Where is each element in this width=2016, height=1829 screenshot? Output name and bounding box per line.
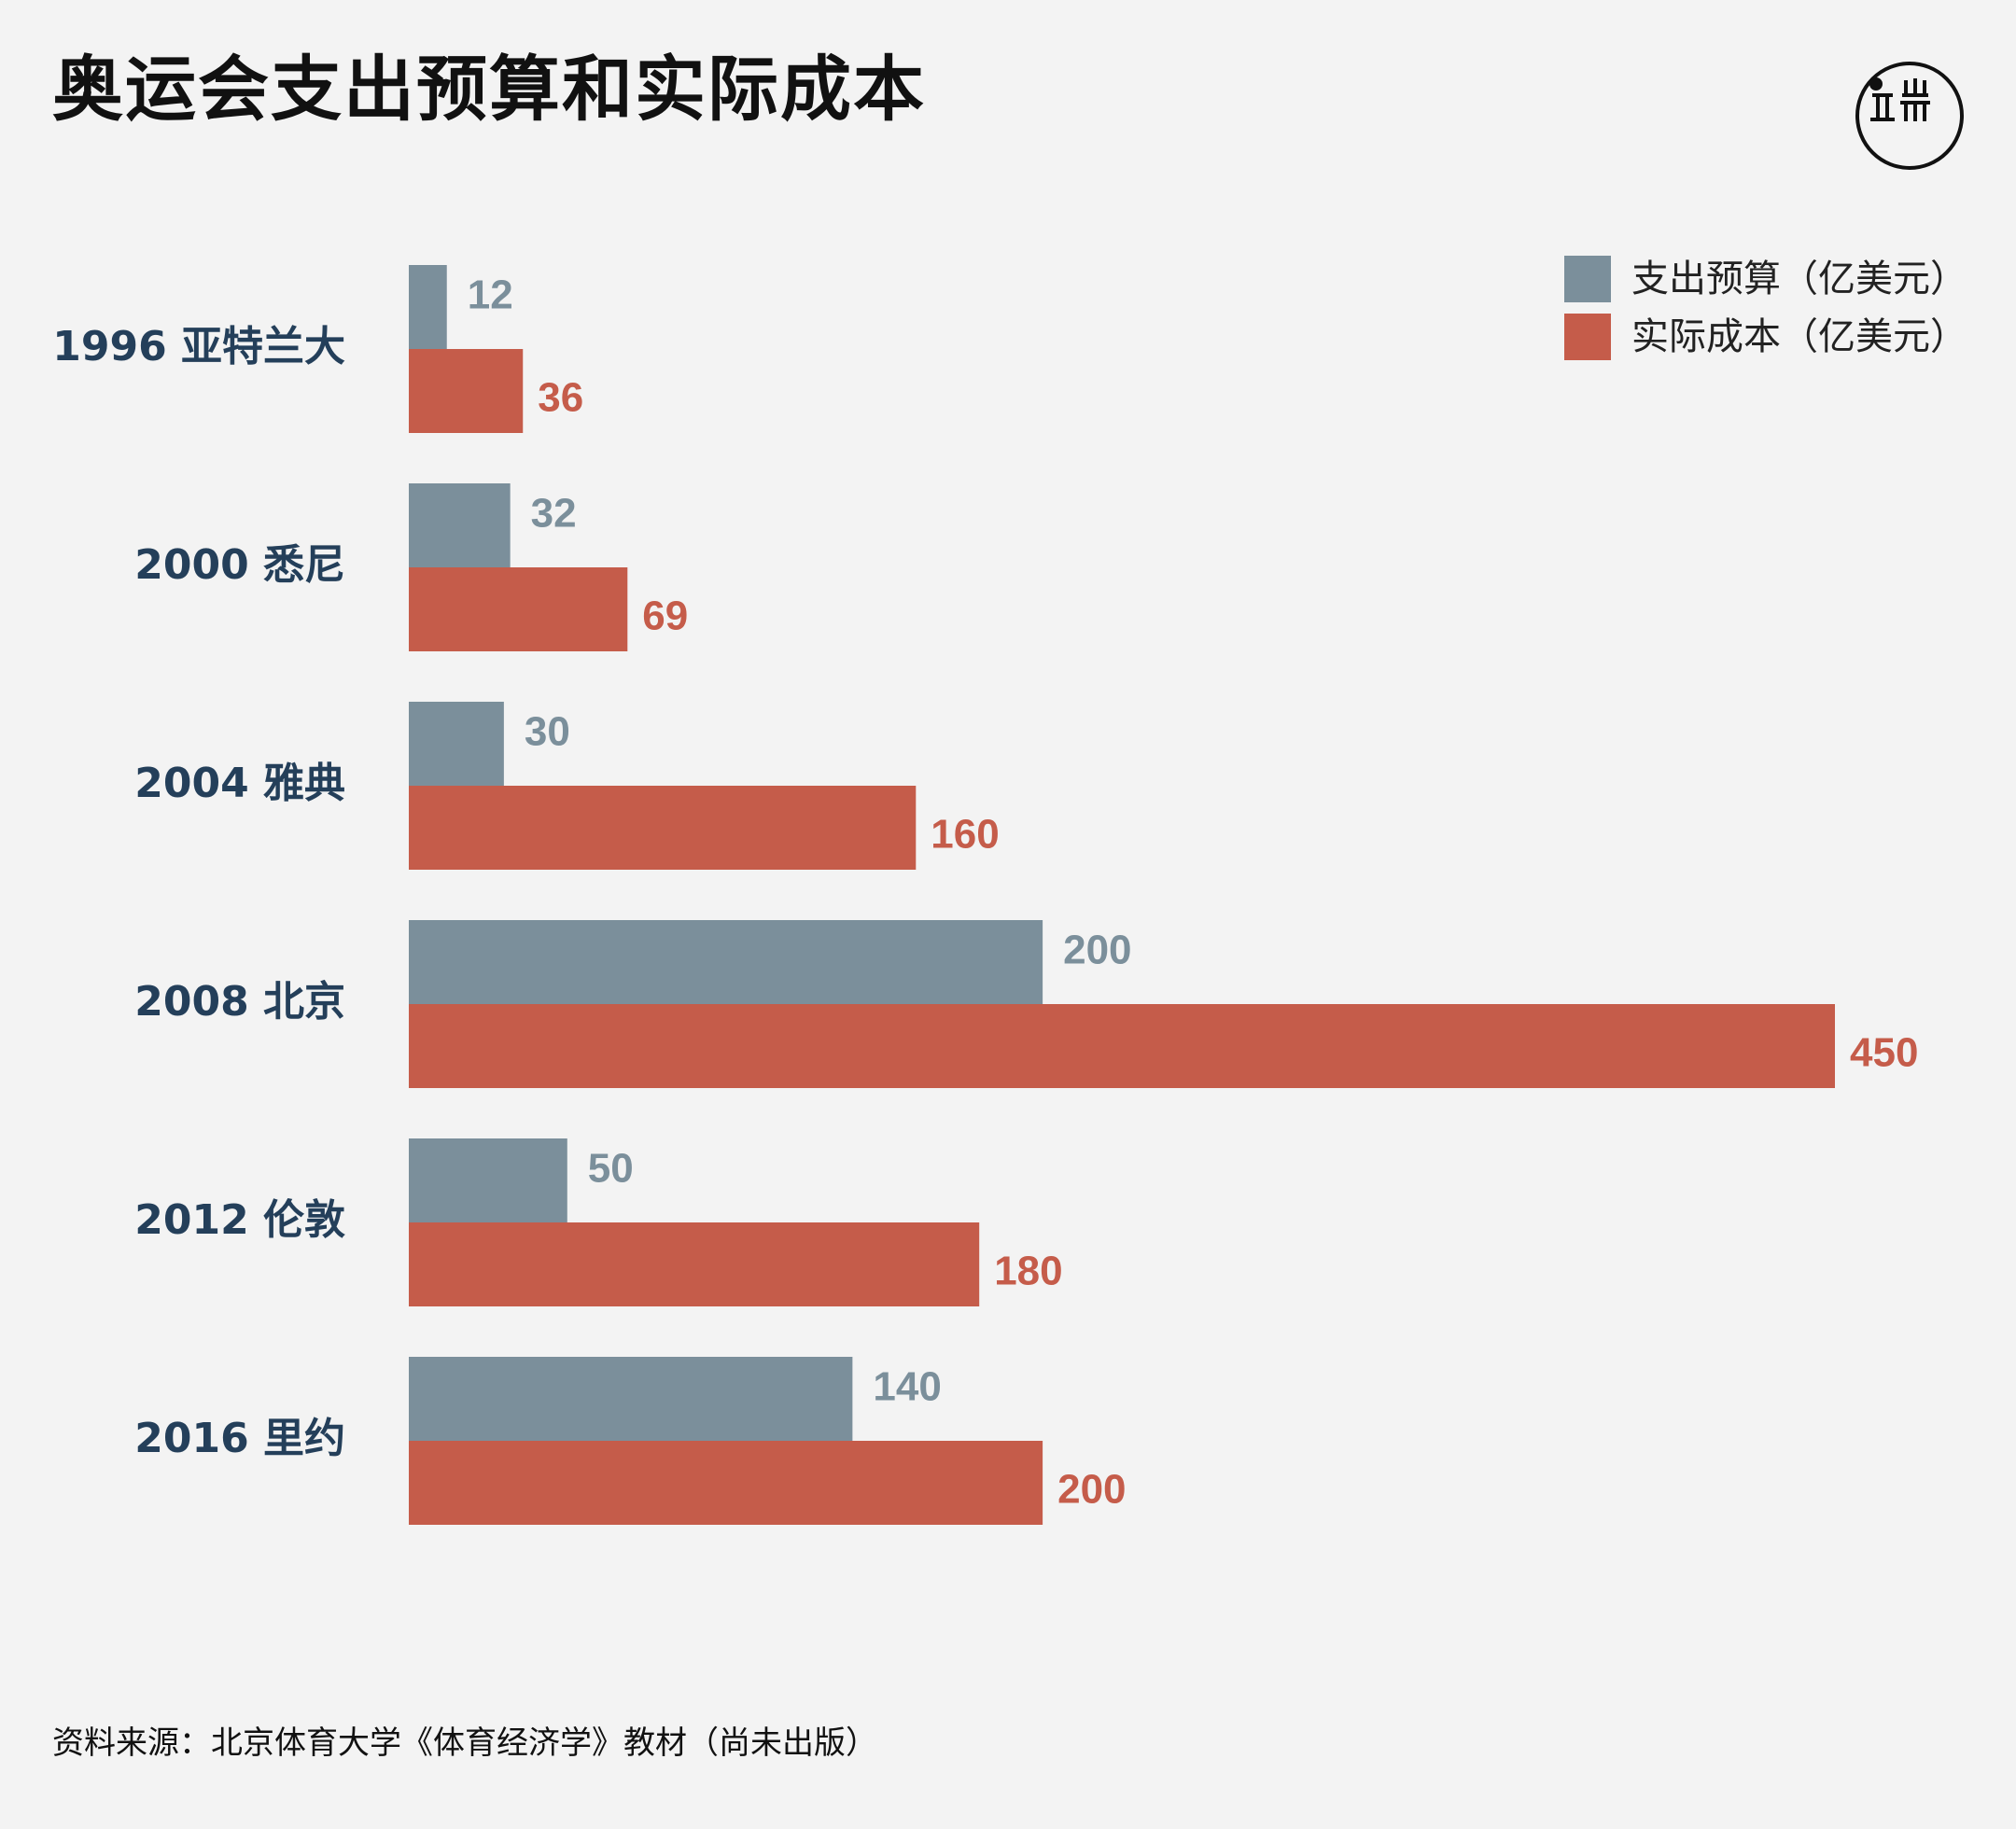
actual-bar <box>409 1441 1043 1525</box>
category-label: 2004 雅典 <box>134 760 345 807</box>
budget-value-label: 50 <box>588 1146 634 1192</box>
budget-bar <box>409 920 1043 1004</box>
budget-value-label: 140 <box>873 1364 941 1410</box>
actual-value-label: 200 <box>1057 1467 1126 1513</box>
budget-value-label: 30 <box>525 709 570 755</box>
budget-bar <box>409 702 504 786</box>
legend-label-actual: 实际成本（亿美元） <box>1631 315 1967 358</box>
actual-bar <box>409 1222 979 1306</box>
source-note: 资料来源：北京体育大学《体育经济学》教材（尚未出版） <box>52 1723 877 1764</box>
budget-value-label: 32 <box>531 491 577 537</box>
actual-value-label: 450 <box>1850 1030 1918 1076</box>
legend-swatch-actual <box>1564 314 1611 360</box>
budget-value-label: 12 <box>468 272 513 318</box>
actual-value-label: 180 <box>994 1249 1062 1294</box>
legend-label-budget: 支出预算（亿美元） <box>1631 258 1967 300</box>
actual-bar <box>409 349 523 433</box>
category-label: 2012 伦敦 <box>134 1196 345 1244</box>
budget-value-label: 200 <box>1063 928 1131 973</box>
category-label: 2000 悉尼 <box>134 541 345 589</box>
actual-value-label: 160 <box>931 812 999 858</box>
actual-bar <box>409 567 627 651</box>
budget-bar <box>409 483 511 567</box>
actual-value-label: 36 <box>538 375 583 421</box>
actual-bar <box>409 786 916 870</box>
actual-bar <box>409 1004 1835 1088</box>
category-label: 1996 亚特兰大 <box>52 323 345 370</box>
budget-bar <box>409 1138 567 1222</box>
legend-swatch-budget <box>1564 256 1611 302</box>
category-label: 2008 北京 <box>134 978 345 1026</box>
actual-value-label: 69 <box>642 593 688 639</box>
bar-chart: 1996 亚特兰大 12 36 2000 悉尼 32 69 2004 雅典 30 160 2008… <box>0 0 2016 1642</box>
budget-bar <box>409 265 447 349</box>
budget-bar <box>409 1357 852 1441</box>
category-label: 2016 里约 <box>134 1415 345 1462</box>
